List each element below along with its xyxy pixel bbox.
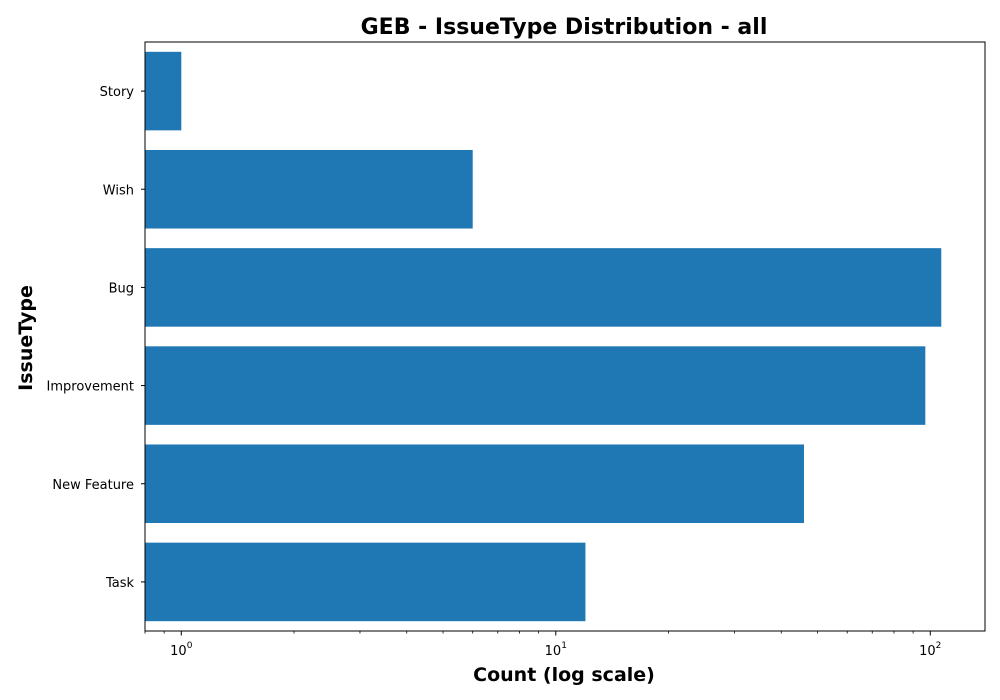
y-tick-label: Task bbox=[105, 576, 135, 591]
bar-wish bbox=[145, 149, 473, 229]
y-tick-label: Bug bbox=[109, 281, 134, 296]
bar-story bbox=[145, 51, 182, 131]
bar-improvement bbox=[145, 346, 926, 425]
plot-frame bbox=[144, 41, 986, 632]
bar-task bbox=[145, 542, 586, 622]
chart-title: GEB - IssueType Distribution - all bbox=[361, 15, 768, 40]
y-axis-label: IssueType bbox=[15, 285, 37, 391]
x-tick-label: 100 bbox=[170, 641, 193, 659]
y-tick-label: Improvement bbox=[47, 380, 134, 395]
bar-bug bbox=[145, 248, 942, 327]
x-axis: 100 101 102 bbox=[144, 631, 941, 659]
x-tick-label: 101 bbox=[545, 641, 567, 659]
bars-group bbox=[145, 51, 942, 622]
y-tick-label: Story bbox=[100, 85, 135, 100]
y-tick-label: New Feature bbox=[52, 478, 134, 493]
y-tick-label: Wish bbox=[103, 183, 134, 198]
x-tick-label: 102 bbox=[919, 641, 941, 659]
y-axis: Story Wish Bug Improvement New Feature Task bbox=[47, 85, 145, 591]
bar-new-feature bbox=[145, 444, 804, 524]
x-axis-label: Count (log scale) bbox=[473, 664, 655, 686]
